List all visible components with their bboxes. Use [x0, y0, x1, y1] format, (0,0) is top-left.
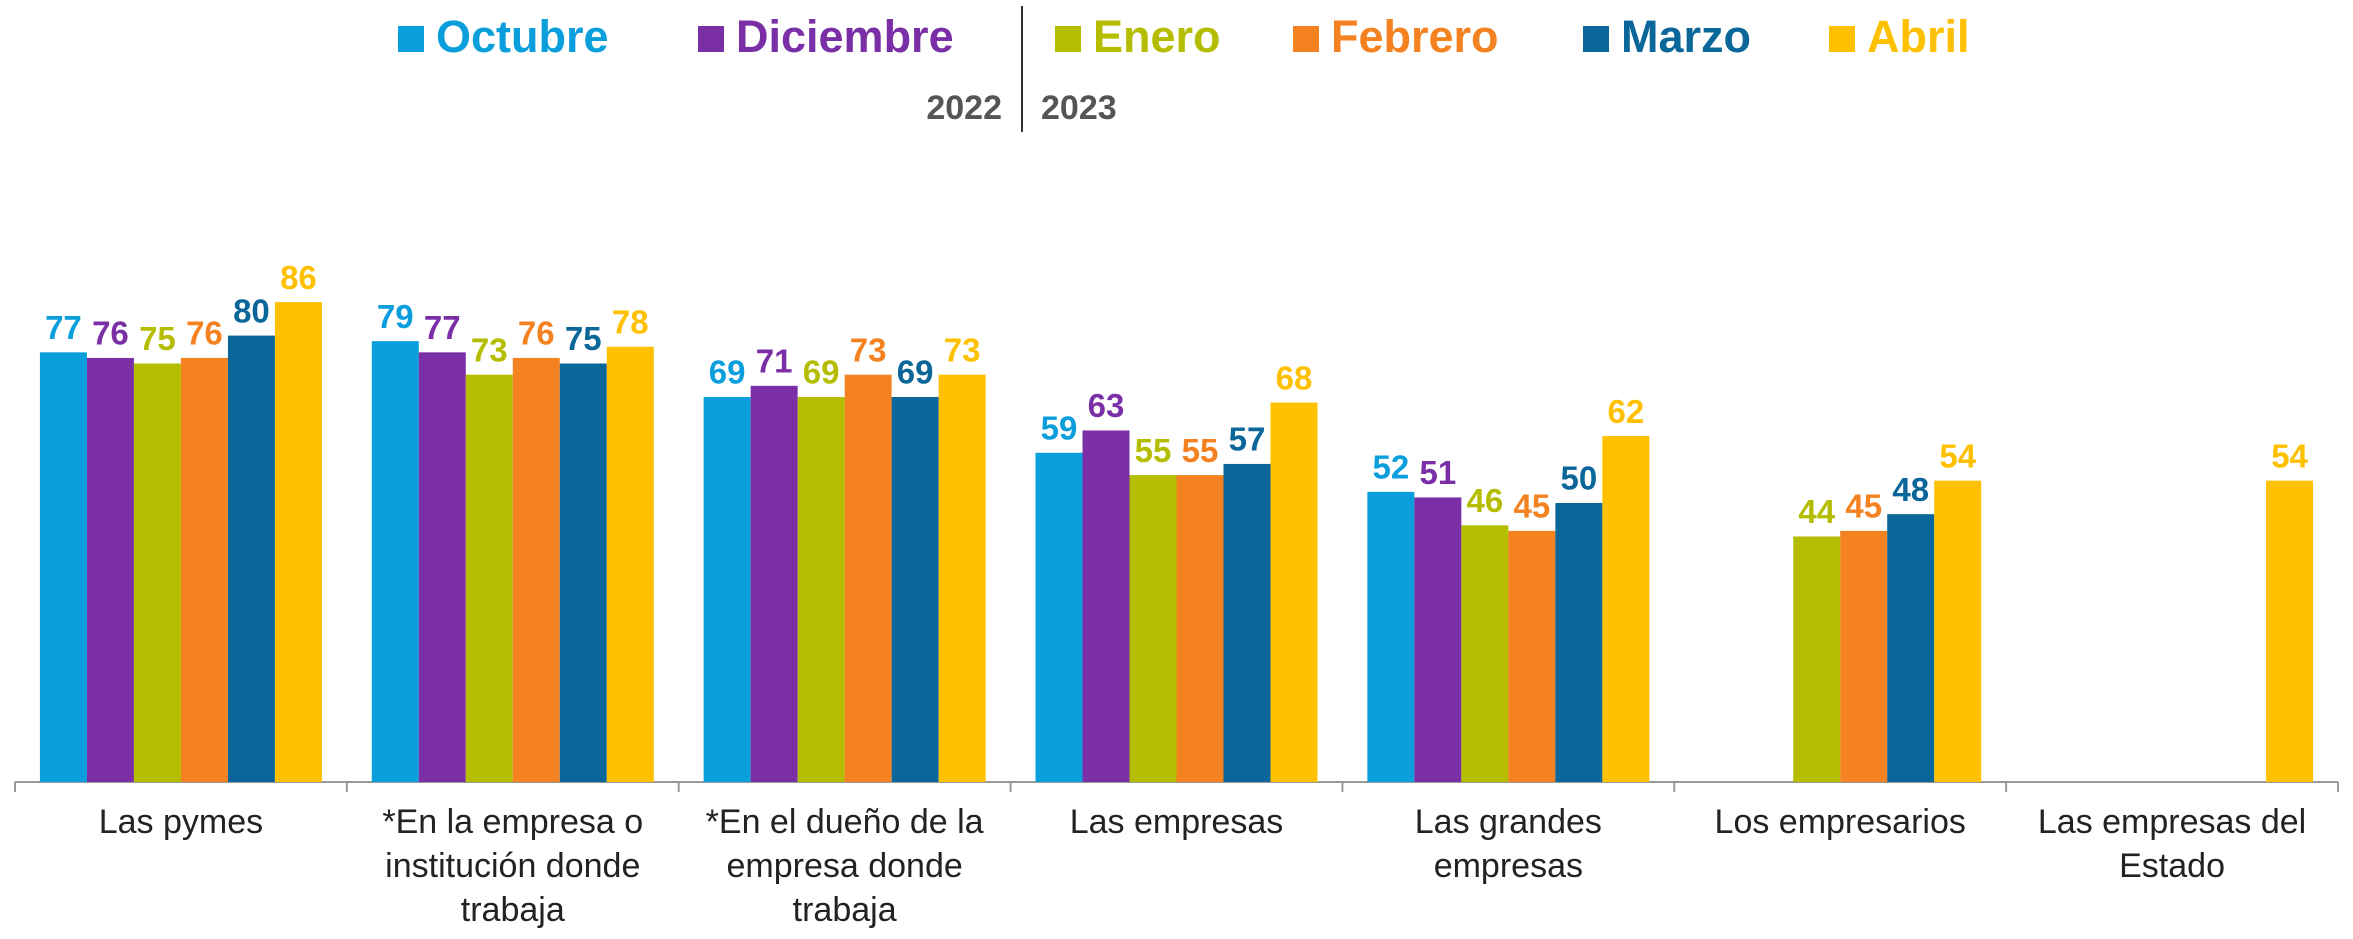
bar [891, 396, 939, 782]
bar [371, 341, 419, 782]
bar [1367, 491, 1415, 782]
data-label: 50 [1560, 460, 1597, 497]
data-label: 62 [1607, 393, 1644, 430]
bar [1176, 475, 1224, 782]
data-label: 73 [944, 331, 981, 368]
data-label: 55 [1135, 432, 1172, 469]
bar [39, 352, 87, 782]
bar [1793, 536, 1841, 782]
data-label: 51 [1419, 454, 1456, 491]
bar [1082, 430, 1130, 782]
bar [1414, 497, 1462, 782]
data-label: 59 [1041, 409, 1078, 446]
data-label: 44 [1798, 493, 1835, 530]
bar [844, 374, 892, 782]
bar [938, 374, 986, 782]
x-tick-label: Las empresas [1069, 803, 1284, 841]
bar [750, 385, 798, 782]
bar [1602, 436, 1650, 782]
bar [1461, 525, 1509, 782]
bar [1508, 530, 1556, 782]
data-label: 54 [2271, 437, 2308, 474]
data-label: 46 [1466, 482, 1503, 519]
legend-swatch [1829, 26, 1855, 52]
bar [512, 357, 560, 782]
year-label: 2022 [926, 89, 1002, 127]
bar [1223, 463, 1271, 782]
data-label: 75 [139, 320, 176, 357]
data-label: 75 [565, 320, 602, 357]
legend-label: Octubre [436, 11, 609, 62]
data-label: 76 [186, 315, 223, 352]
data-label: 80 [233, 292, 270, 329]
bar [703, 396, 751, 782]
data-label: 79 [377, 298, 414, 335]
bar [559, 363, 607, 782]
data-label: 57 [1229, 421, 1266, 458]
bar [465, 374, 513, 782]
legend-swatch [1055, 26, 1081, 52]
bar [2266, 480, 2314, 782]
bar [86, 357, 134, 782]
bar [606, 346, 654, 782]
x-tick-label: *En el dueño de la empresa donde trabaja [705, 803, 984, 929]
bar [1840, 530, 1888, 782]
x-tick-label: Las grandes empresas [1414, 803, 1602, 885]
legend-label: Enero [1093, 11, 1221, 62]
bar [180, 357, 228, 782]
legend-label: Abril [1867, 11, 1970, 62]
bar [1129, 475, 1177, 782]
data-label: 45 [1845, 488, 1882, 525]
legend-label: Marzo [1621, 11, 1751, 62]
data-label: 69 [803, 354, 840, 391]
legend-swatch [1583, 26, 1609, 52]
data-label: 73 [471, 331, 508, 368]
x-tick-label: Las empresas del Estado [2037, 803, 2307, 885]
data-label: 78 [612, 303, 649, 340]
data-label: 63 [1088, 387, 1125, 424]
legend-swatch [398, 26, 424, 52]
data-label: 76 [518, 315, 555, 352]
data-label: 69 [897, 354, 934, 391]
legend-label: Febrero [1331, 11, 1499, 62]
bar [1035, 452, 1083, 782]
bar [418, 352, 466, 782]
x-tick-label: Los empresarios [1714, 803, 1966, 841]
data-label: 77 [424, 309, 461, 346]
data-label: 77 [45, 309, 82, 346]
x-tick-label: Las pymes [98, 803, 264, 841]
bar [797, 396, 845, 782]
data-label: 71 [756, 343, 793, 380]
data-label: 86 [280, 259, 317, 296]
bar [227, 335, 275, 782]
data-label: 52 [1372, 449, 1409, 486]
bar [1270, 402, 1318, 782]
year-label: 2023 [1041, 89, 1117, 127]
data-label: 76 [92, 315, 129, 352]
data-label: 54 [1939, 437, 1976, 474]
data-label: 48 [1892, 471, 1929, 508]
data-label: 73 [850, 331, 887, 368]
data-label: 69 [709, 354, 746, 391]
data-label: 55 [1182, 432, 1219, 469]
bar [1934, 480, 1982, 782]
data-label: 68 [1276, 359, 1313, 396]
bar [1887, 514, 1935, 782]
data-label: 45 [1513, 488, 1550, 525]
bar [274, 302, 322, 782]
x-tick-label: *En la empresa o institución donde traba… [382, 803, 644, 929]
bar [133, 363, 181, 782]
legend-label: Diciembre [736, 11, 954, 62]
legend-swatch [1293, 26, 1319, 52]
legend-swatch [698, 26, 724, 52]
bar [1555, 503, 1603, 782]
